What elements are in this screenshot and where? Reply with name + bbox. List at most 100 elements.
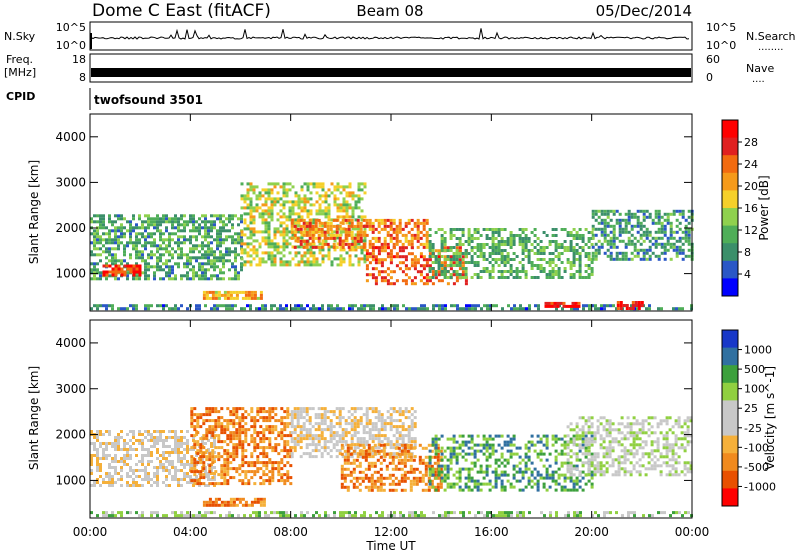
power-cell <box>159 268 162 272</box>
power-cell <box>123 232 126 236</box>
power-cell <box>96 238 99 242</box>
power-cell <box>524 234 528 237</box>
velocity-cell <box>138 484 141 487</box>
power-cell <box>479 255 483 258</box>
power-cell <box>345 239 349 243</box>
velocity-cell <box>271 467 275 471</box>
velocity-cell <box>320 431 324 435</box>
power-cell <box>132 270 136 274</box>
power-cell <box>312 260 316 264</box>
velocity-cell <box>418 455 422 459</box>
power-cell <box>648 212 652 216</box>
velocity-cell <box>235 413 239 417</box>
velocity-cell <box>317 407 321 411</box>
power-cell <box>267 242 271 246</box>
power-cell <box>285 233 289 237</box>
velocity-cell <box>135 439 138 442</box>
power-cell <box>597 248 601 252</box>
power-cell <box>557 276 561 279</box>
power-cell <box>273 236 277 240</box>
velocity-cell <box>338 437 342 441</box>
power-cell <box>497 264 501 267</box>
power-cell <box>219 268 222 272</box>
power-cell <box>413 276 417 280</box>
power-cell <box>114 214 117 218</box>
power-cell <box>93 232 96 236</box>
velocity-cell <box>262 446 266 450</box>
power-cell <box>302 224 306 228</box>
velocity-cell <box>305 443 309 447</box>
power-cell <box>320 233 324 237</box>
power-cell <box>380 258 384 262</box>
power-cell <box>129 226 132 230</box>
velocity-cell <box>99 442 102 445</box>
velocity-cell <box>271 410 275 414</box>
velocity-cell <box>279 511 282 515</box>
velocity-cell <box>259 497 263 501</box>
power-cell <box>338 239 342 243</box>
power-cell <box>318 307 321 311</box>
velocity-cell <box>567 511 570 515</box>
power-cell <box>326 224 330 228</box>
power-cell <box>252 239 256 243</box>
power-colorbar-swatch <box>722 137 738 156</box>
power-cell <box>591 245 595 249</box>
power-cell <box>588 304 591 308</box>
velocity-cell <box>603 511 606 515</box>
power-cell <box>440 240 444 243</box>
power-cell <box>150 265 153 269</box>
velocity-cell <box>651 514 654 518</box>
power-cell <box>264 221 268 225</box>
velocity-cell <box>162 481 165 484</box>
velocity-cell <box>408 514 411 518</box>
velocity-cell <box>401 434 405 438</box>
power-cell <box>312 257 316 261</box>
power-cell <box>386 233 390 237</box>
velocity-cell <box>265 416 269 420</box>
power-cell <box>609 230 613 234</box>
power-cell <box>258 215 262 219</box>
velocity-cell <box>343 467 347 471</box>
power-cell <box>642 251 646 255</box>
power-cell <box>645 236 649 240</box>
power-cell <box>234 268 237 272</box>
power-cell <box>162 277 165 281</box>
power-cell <box>126 267 130 271</box>
power-cell <box>192 256 195 260</box>
velocity-cell <box>398 419 402 423</box>
power-cell <box>684 224 688 228</box>
power-cell <box>624 251 628 255</box>
velocity-cell <box>265 473 269 477</box>
velocity-cell <box>177 439 180 442</box>
velocity-cell <box>403 443 407 447</box>
power-cell <box>330 260 334 264</box>
power-cell <box>509 270 513 273</box>
power-cell <box>422 276 426 280</box>
velocity-cell <box>253 437 257 441</box>
velocity-cell <box>400 458 404 462</box>
velocity-cell <box>379 449 383 453</box>
power-cell <box>413 282 417 286</box>
power-cell <box>503 276 507 279</box>
velocity-cell <box>123 445 126 448</box>
power-cell <box>428 267 432 270</box>
power-cell <box>392 270 396 274</box>
power-cell <box>441 304 444 308</box>
velocity-cell <box>214 455 218 459</box>
velocity-cell <box>431 470 435 474</box>
power-cell <box>321 239 325 243</box>
power-cell <box>135 235 138 239</box>
power-cell <box>207 262 210 266</box>
velocity-cell <box>247 443 251 447</box>
power-cell <box>249 188 253 192</box>
power-cell <box>603 209 607 213</box>
power-cell <box>321 212 325 216</box>
power-cell <box>371 236 375 240</box>
power-cell <box>273 200 277 204</box>
power-cell <box>437 270 441 274</box>
power-cell <box>168 232 171 236</box>
velocity-cell <box>365 416 369 420</box>
power-cell <box>651 242 655 246</box>
power-cell <box>225 259 228 263</box>
velocity-cell <box>120 457 123 460</box>
